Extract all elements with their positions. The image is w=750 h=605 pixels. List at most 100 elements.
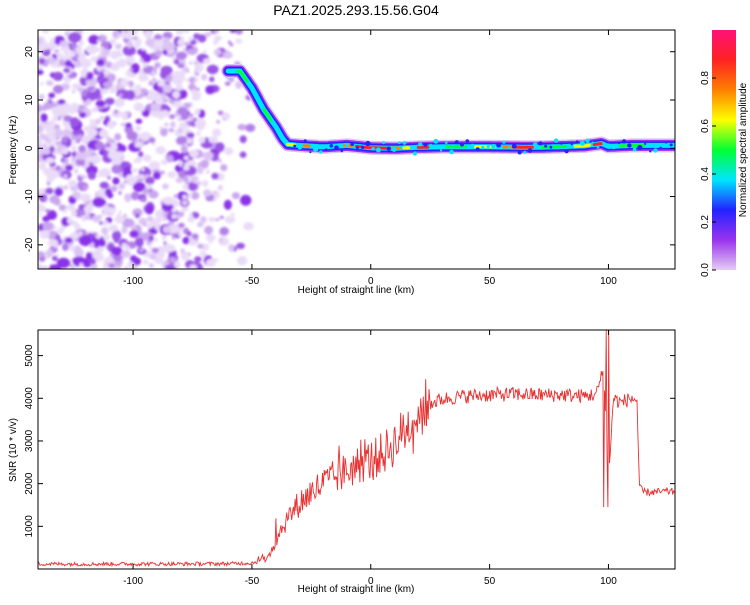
noise-blob	[225, 82, 231, 86]
noise-blob	[196, 131, 201, 135]
ridge-speckle	[293, 145, 296, 148]
noise-blob	[46, 249, 53, 257]
noise-blob	[98, 215, 102, 219]
noise-blob	[189, 150, 198, 158]
noise-blob	[189, 61, 193, 64]
spectrogram-y-axis-label: Frequency (Hz)	[8, 116, 19, 185]
spectrogram-x-tick-label: -100	[123, 276, 143, 287]
ridge-speckle	[533, 142, 538, 147]
noise-blob	[225, 216, 235, 224]
noise-blob	[87, 128, 98, 137]
noise-blob	[150, 66, 154, 69]
noise-blob	[189, 103, 192, 106]
noise-blob	[149, 161, 160, 170]
noise-blob	[202, 180, 209, 187]
colorbar-tick-label: 0.8	[700, 71, 711, 85]
colorbar-tick-label: 0.6	[700, 119, 711, 133]
noise-blob	[103, 70, 110, 76]
noise-blob	[196, 165, 203, 174]
noise-blob	[76, 140, 80, 144]
noise-blob	[112, 186, 117, 192]
noise-blob	[198, 34, 207, 42]
noise-blob	[213, 29, 219, 34]
ridge-speckle	[611, 144, 616, 149]
noise-blob	[138, 218, 147, 225]
ridge-peak	[594, 144, 601, 145]
noise-blob	[203, 50, 206, 54]
noise-blob	[134, 175, 139, 180]
noise-blob	[164, 244, 176, 252]
noise-blob	[36, 118, 41, 124]
spectrogram-x-axis-label: Height of straight line (km)	[298, 285, 415, 296]
noise-blob	[112, 230, 121, 241]
noise-blob	[115, 265, 119, 270]
noise-blob	[71, 135, 77, 140]
noise-blob	[154, 238, 158, 242]
noise-blob	[132, 168, 138, 173]
noise-blob	[194, 256, 202, 262]
noise-blob	[188, 216, 195, 223]
noise-blob	[43, 168, 53, 176]
noise-blob	[235, 39, 242, 44]
noise-blob	[143, 223, 146, 226]
ridge-speckle	[341, 150, 344, 153]
noise-blob	[127, 131, 139, 140]
ridge-speckle	[550, 146, 553, 149]
noise-blob	[50, 38, 55, 42]
noise-blob	[207, 65, 219, 75]
noise-blob	[124, 193, 131, 202]
noise-blob	[243, 222, 254, 230]
noise-blob	[189, 213, 193, 217]
noise-blob	[161, 160, 168, 165]
ridge-speckle	[627, 143, 631, 147]
noise-blob	[181, 136, 187, 141]
noise-blob	[129, 263, 135, 268]
noise-blob	[69, 117, 79, 127]
noise-blob	[189, 264, 197, 271]
noise-blob	[145, 177, 154, 185]
noise-blob	[130, 37, 135, 41]
noise-blob	[54, 187, 63, 196]
ridge-band	[228, 71, 675, 148]
noise-blob	[36, 112, 41, 117]
noise-blob	[103, 220, 108, 226]
ridge-speckle	[649, 150, 651, 152]
noise-blob	[110, 50, 120, 59]
noise-blob	[46, 128, 56, 136]
noise-blob	[131, 63, 140, 74]
snr-y-axis-label: SNR (10 * v/v)	[8, 418, 19, 482]
noise-blob	[56, 254, 59, 258]
noise-blob	[231, 213, 235, 216]
noise-blob	[40, 82, 43, 86]
noise-blob	[117, 151, 124, 159]
noise-blob	[149, 137, 156, 143]
noise-blob	[76, 83, 80, 86]
noise-blob	[79, 53, 86, 60]
ridge-speckle	[345, 144, 348, 147]
noise-blob	[161, 235, 167, 240]
spectrogram-ridge	[228, 71, 675, 156]
noise-blob	[141, 197, 147, 202]
noise-blob	[183, 67, 190, 72]
noise-blob	[189, 117, 194, 122]
noise-blob	[60, 41, 68, 47]
ridge-speckle	[637, 145, 642, 150]
noise-blob	[108, 224, 118, 231]
noise-blob	[183, 164, 189, 170]
ridge-speckle	[585, 139, 589, 143]
noise-blob	[109, 263, 115, 268]
noise-blob	[209, 77, 214, 82]
noise-blob	[74, 171, 78, 174]
noise-blob	[224, 200, 232, 210]
ridge-speckle	[325, 148, 328, 151]
noise-blob	[179, 122, 189, 129]
noise-blob	[118, 93, 123, 97]
noise-blob	[105, 189, 112, 197]
noise-blob	[45, 188, 53, 195]
noise-blob	[85, 214, 91, 220]
noise-blob	[69, 246, 75, 251]
noise-blob	[155, 252, 164, 260]
noise-blob	[115, 44, 122, 50]
ridge-speckle	[330, 144, 334, 148]
noise-blob	[240, 151, 247, 158]
